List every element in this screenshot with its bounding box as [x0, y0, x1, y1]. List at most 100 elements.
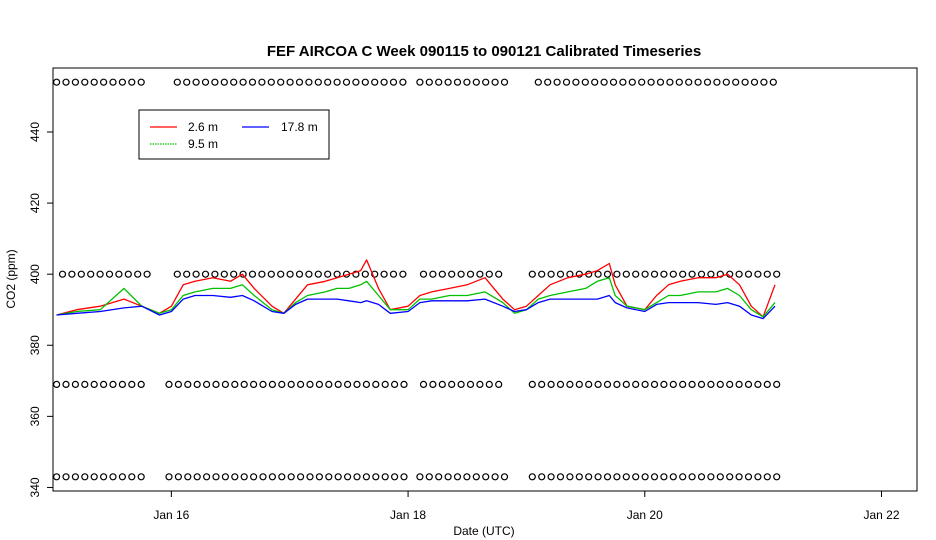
calibration-marker	[528, 473, 536, 481]
calibration-marker	[315, 473, 323, 481]
calibration-marker	[619, 78, 627, 86]
series-lines	[56, 259, 776, 320]
calibration-marker	[538, 270, 546, 278]
calibration-marker	[389, 270, 398, 278]
calibration-marker	[52, 380, 61, 388]
calibration-marker	[453, 473, 462, 481]
calibration-marker	[500, 78, 509, 86]
calibration-marker	[453, 78, 462, 86]
calibration-marker	[165, 380, 173, 388]
calibration-marker	[688, 270, 696, 278]
calibration-marker	[562, 78, 571, 86]
calibration-marker	[109, 473, 117, 481]
calibration-marker	[722, 78, 730, 86]
y-axis-label: CO2 (ppm)	[4, 249, 18, 308]
calibration-marker	[538, 473, 546, 481]
calibration-marker	[297, 473, 305, 481]
calibration-marker	[315, 380, 323, 388]
calibration-marker	[707, 270, 715, 278]
calibration-marker	[603, 380, 612, 388]
calibration-marker	[482, 78, 490, 86]
calibration-marker	[52, 78, 61, 86]
calibration-marker	[419, 380, 428, 388]
calibration-marker	[258, 270, 266, 278]
calibration-marker	[735, 270, 743, 278]
calibration-marker-rows	[52, 78, 781, 481]
calibration-marker	[669, 270, 677, 278]
calibration-marker	[203, 473, 211, 481]
calibration-marker	[259, 380, 267, 388]
calibration-marker	[68, 270, 76, 278]
calibration-marker	[556, 270, 565, 278]
calibration-marker	[463, 473, 471, 481]
calibration-marker	[754, 270, 762, 278]
calibration-marker	[128, 380, 136, 388]
calibration-marker	[211, 78, 219, 86]
calibration-marker	[675, 78, 683, 86]
calibration-marker	[193, 473, 201, 481]
calibration-marker	[544, 78, 552, 86]
calibration-marker	[371, 78, 379, 86]
legend-label-2-6m: 2.6 m	[188, 120, 218, 134]
calibration-marker	[491, 78, 499, 86]
calibration-marker	[267, 78, 275, 86]
calibration-marker	[632, 473, 640, 481]
calibration-marker	[534, 78, 542, 86]
calibration-marker	[472, 78, 480, 86]
calibration-marker	[660, 473, 668, 481]
calibration-marker	[380, 78, 388, 86]
calibration-marker	[716, 473, 724, 481]
calibration-marker	[118, 473, 127, 481]
calibration-marker	[278, 380, 286, 388]
calibration-marker	[286, 270, 294, 278]
calibration-marker	[760, 78, 768, 86]
calibration-marker	[381, 473, 389, 481]
calibration-marker	[268, 473, 276, 481]
calibration-marker	[641, 270, 649, 278]
calibration-marker	[184, 473, 192, 481]
calibration-marker	[287, 380, 295, 388]
calibration-marker	[192, 270, 200, 278]
calibration-marker	[754, 380, 762, 388]
y-tick-label: 340	[28, 477, 42, 497]
calibration-marker	[137, 380, 145, 388]
calibration-marker	[77, 270, 85, 278]
calibration-marker	[713, 78, 721, 86]
calibration-marker	[353, 473, 361, 481]
calibration-marker	[585, 380, 593, 388]
y-tick-label: 380	[28, 335, 42, 355]
calibration-marker	[448, 270, 456, 278]
calibration-marker	[697, 270, 706, 278]
calibration-marker	[81, 473, 89, 481]
calibration-marker	[591, 78, 599, 86]
calibration-marker	[435, 473, 443, 481]
calibration-marker	[334, 380, 342, 388]
calibration-marker	[220, 78, 228, 86]
calibration-marker	[679, 270, 687, 278]
calibration-marker	[96, 270, 104, 278]
calibration-marker	[143, 270, 151, 278]
y-tick-label: 360	[28, 406, 42, 426]
calibration-marker	[594, 270, 602, 278]
calibration-marker	[62, 473, 70, 481]
calibration-marker	[763, 270, 771, 278]
calibration-marker	[750, 78, 759, 86]
calibration-marker	[105, 270, 114, 278]
calibration-marker	[697, 473, 706, 481]
y-axis: 340 360 380 400 420 440	[28, 122, 53, 497]
calibration-marker	[435, 78, 443, 86]
calibration-marker	[183, 270, 191, 278]
x-tick-label: Jan 18	[390, 508, 426, 522]
calibration-marker	[221, 380, 229, 388]
calibration-marker	[457, 380, 465, 388]
calibration-marker	[165, 473, 173, 481]
calibration-marker	[71, 473, 80, 481]
calibration-marker	[716, 380, 724, 388]
x-axis-label: Date (UTC)	[453, 524, 514, 538]
calibration-marker	[622, 473, 630, 481]
calibration-marker	[572, 78, 580, 86]
calibration-marker	[703, 78, 712, 86]
calibration-marker	[732, 78, 740, 86]
calibration-marker	[399, 270, 407, 278]
calibration-marker	[553, 78, 561, 86]
